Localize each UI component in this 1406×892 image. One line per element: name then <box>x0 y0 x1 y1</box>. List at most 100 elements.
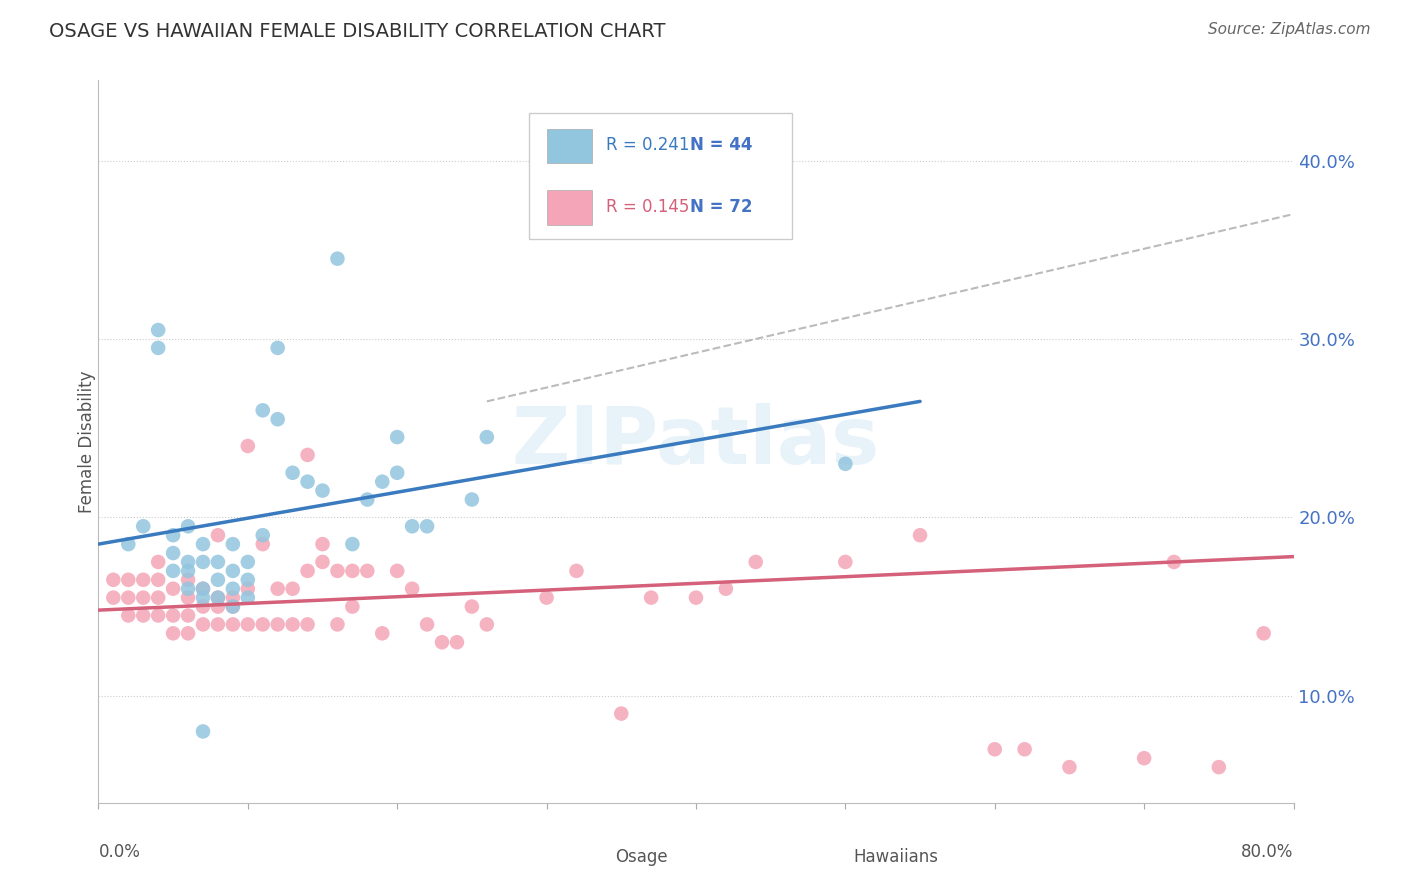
Point <box>236 573 259 587</box>
Point <box>207 591 229 605</box>
Point <box>281 582 304 596</box>
Point <box>132 608 155 623</box>
Point <box>191 582 214 596</box>
Point <box>267 582 290 596</box>
Point <box>311 537 333 551</box>
Point <box>191 724 214 739</box>
Point <box>103 591 125 605</box>
Point <box>162 626 184 640</box>
FancyBboxPatch shape <box>547 190 592 225</box>
Point <box>385 466 409 480</box>
Point <box>281 466 304 480</box>
Point <box>401 519 423 533</box>
Point <box>1133 751 1156 765</box>
Point <box>342 537 364 551</box>
Point <box>207 617 229 632</box>
Point <box>385 564 409 578</box>
Point <box>1059 760 1081 774</box>
Point <box>191 617 214 632</box>
Point <box>252 403 274 417</box>
Point <box>446 635 468 649</box>
Point <box>236 555 259 569</box>
Point <box>267 617 290 632</box>
Point <box>132 519 155 533</box>
Point <box>148 341 170 355</box>
Text: N = 44: N = 44 <box>690 136 752 154</box>
Point <box>834 555 856 569</box>
Text: Hawaiians: Hawaiians <box>853 848 939 866</box>
Point <box>148 591 170 605</box>
Y-axis label: Female Disability: Female Disability <box>79 370 96 513</box>
Point <box>1253 626 1275 640</box>
Point <box>191 537 214 551</box>
Point <box>297 617 319 632</box>
Point <box>162 528 184 542</box>
Point <box>148 608 170 623</box>
FancyBboxPatch shape <box>571 850 603 863</box>
Point <box>1208 760 1230 774</box>
Point <box>297 448 319 462</box>
Point <box>461 492 484 507</box>
Point <box>565 564 588 578</box>
Text: R = 0.145: R = 0.145 <box>606 198 690 216</box>
Text: 80.0%: 80.0% <box>1241 843 1294 861</box>
Point <box>311 483 333 498</box>
Point <box>207 599 229 614</box>
Point <box>416 617 439 632</box>
Point <box>236 591 259 605</box>
FancyBboxPatch shape <box>529 112 792 239</box>
Point <box>908 528 931 542</box>
Point <box>610 706 633 721</box>
Point <box>252 537 274 551</box>
Point <box>191 582 214 596</box>
Point <box>162 608 184 623</box>
Point <box>117 591 139 605</box>
Point <box>191 591 214 605</box>
Point <box>714 582 737 596</box>
Text: ZIPatlas: ZIPatlas <box>512 402 880 481</box>
Point <box>475 430 498 444</box>
Point <box>222 599 245 614</box>
Point <box>222 591 245 605</box>
Point <box>536 591 558 605</box>
Point <box>834 457 856 471</box>
Point <box>207 573 229 587</box>
Point <box>117 608 139 623</box>
Point <box>177 591 200 605</box>
Point <box>1163 555 1185 569</box>
Point <box>984 742 1007 756</box>
Point <box>252 617 274 632</box>
Point <box>267 412 290 426</box>
Point <box>342 599 364 614</box>
Point <box>745 555 768 569</box>
Point <box>177 608 200 623</box>
Point <box>191 599 214 614</box>
Point <box>356 492 378 507</box>
Point <box>162 582 184 596</box>
Point <box>177 626 200 640</box>
Point <box>326 617 349 632</box>
Point <box>177 519 200 533</box>
Point <box>177 573 200 587</box>
Point <box>132 573 155 587</box>
Point <box>177 582 200 596</box>
Point <box>191 555 214 569</box>
Point <box>311 555 333 569</box>
Point <box>117 537 139 551</box>
Point <box>326 252 349 266</box>
Text: Source: ZipAtlas.com: Source: ZipAtlas.com <box>1208 22 1371 37</box>
Point <box>297 564 319 578</box>
Point <box>371 475 394 489</box>
Point <box>475 617 498 632</box>
Point <box>177 555 200 569</box>
Point <box>207 555 229 569</box>
Point <box>222 617 245 632</box>
Point <box>117 573 139 587</box>
Point <box>148 323 170 337</box>
Point <box>222 564 245 578</box>
Point <box>236 582 259 596</box>
Point <box>222 537 245 551</box>
Point <box>326 564 349 578</box>
Point <box>281 617 304 632</box>
Point <box>207 528 229 542</box>
